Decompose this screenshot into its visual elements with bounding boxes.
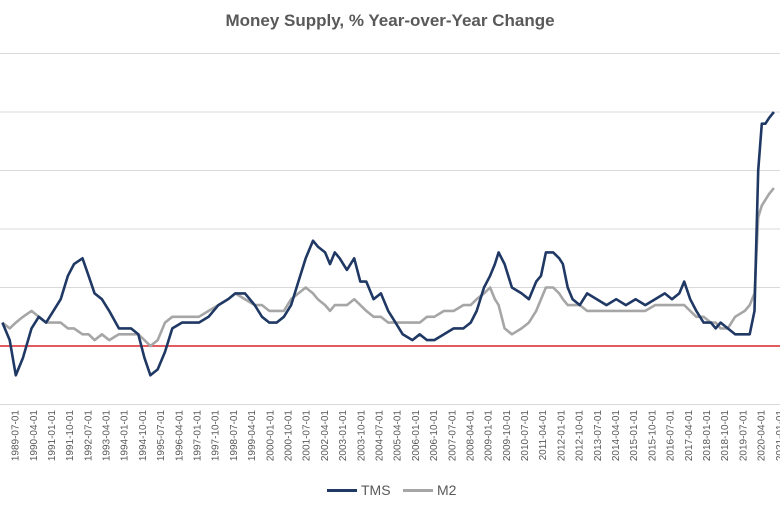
x-tick-label: 2006-10-01 bbox=[429, 410, 440, 462]
x-tick-label: 2000-10-01 bbox=[284, 410, 295, 462]
legend-label: TMS bbox=[361, 482, 391, 498]
x-tick-label: 2017-04-01 bbox=[684, 410, 695, 462]
x-tick-label: 2004-07-01 bbox=[375, 410, 386, 462]
x-tick-label: 1995-07-01 bbox=[156, 410, 167, 462]
x-tick-label: 1998-07-01 bbox=[229, 410, 240, 462]
legend-label: M2 bbox=[437, 482, 457, 498]
x-tick-label: 1994-10-01 bbox=[138, 410, 149, 462]
x-tick-label: 2020-04-01 bbox=[757, 410, 768, 462]
x-tick-label: 2008-04-01 bbox=[466, 410, 477, 462]
x-tick-label: 1996-04-01 bbox=[174, 410, 185, 462]
x-tick-label: 1999-04-01 bbox=[247, 410, 258, 462]
x-tick-label: 2009-10-01 bbox=[502, 410, 513, 462]
series-layer bbox=[1, 111, 775, 377]
x-tick-label: 2014-04-01 bbox=[611, 410, 622, 462]
gridlines bbox=[0, 53, 780, 405]
x-tick-label: 1994-01-01 bbox=[120, 410, 131, 462]
x-tick-label: 1991-10-01 bbox=[65, 410, 76, 462]
series-line-m2 bbox=[1, 187, 775, 348]
x-tick-label: 2019-07-01 bbox=[738, 410, 749, 462]
x-tick-label: 2021-01-01 bbox=[775, 410, 780, 462]
legend-item-tms: TMS bbox=[327, 482, 391, 498]
chart-title: Money Supply, % Year-over-Year Change bbox=[225, 11, 555, 30]
x-tick-label: 1993-04-01 bbox=[102, 410, 113, 462]
x-tick-label: 2007-07-01 bbox=[447, 410, 458, 462]
x-tick-label: 2010-07-01 bbox=[520, 410, 531, 462]
x-tick-label: 2009-01-01 bbox=[484, 410, 495, 462]
legend-swatch bbox=[327, 488, 357, 492]
legend-item-m2: M2 bbox=[403, 482, 456, 498]
x-tick-label: 2006-01-01 bbox=[411, 410, 422, 462]
x-tick-label: 1997-10-01 bbox=[211, 410, 222, 462]
x-tick-label: 2018-10-01 bbox=[720, 410, 731, 462]
x-tick-label: 2016-07-01 bbox=[666, 410, 677, 462]
legend-swatch bbox=[403, 488, 433, 492]
x-tick-label: 2003-10-01 bbox=[356, 410, 367, 462]
x-tick-label: 1992-07-01 bbox=[83, 410, 94, 462]
x-tick-label: 2015-10-01 bbox=[647, 410, 658, 462]
x-tick-label: 1991-01-01 bbox=[47, 410, 58, 462]
x-tick-label: 2013-07-01 bbox=[593, 410, 604, 462]
x-tick-label: 2005-04-01 bbox=[393, 410, 404, 462]
x-tick-label: 1989-07-01 bbox=[11, 410, 22, 462]
x-axis-tick-labels: 1989-07-01 1990-04-01 1991-01-01 1991-10-01… bbox=[11, 410, 780, 462]
x-tick-label: 2012-01-01 bbox=[556, 410, 567, 462]
x-tick-label: 1990-04-01 bbox=[29, 410, 40, 462]
legend: TMS M2 bbox=[0, 482, 780, 502]
x-tick-label: 1997-01-01 bbox=[193, 410, 204, 462]
series-line-tms bbox=[1, 111, 775, 377]
x-tick-label: 2015-01-01 bbox=[629, 410, 640, 462]
x-tick-label: 2000-01-01 bbox=[265, 410, 276, 462]
x-tick-label: 2003-01-01 bbox=[338, 410, 349, 462]
x-tick-label: 2001-07-01 bbox=[302, 410, 313, 462]
x-tick-label: 2011-04-01 bbox=[538, 410, 549, 461]
x-tick-label: 2002-04-01 bbox=[320, 410, 331, 462]
x-tick-label: 2018-01-01 bbox=[702, 410, 713, 462]
x-tick-label: 2012-10-01 bbox=[575, 410, 586, 462]
